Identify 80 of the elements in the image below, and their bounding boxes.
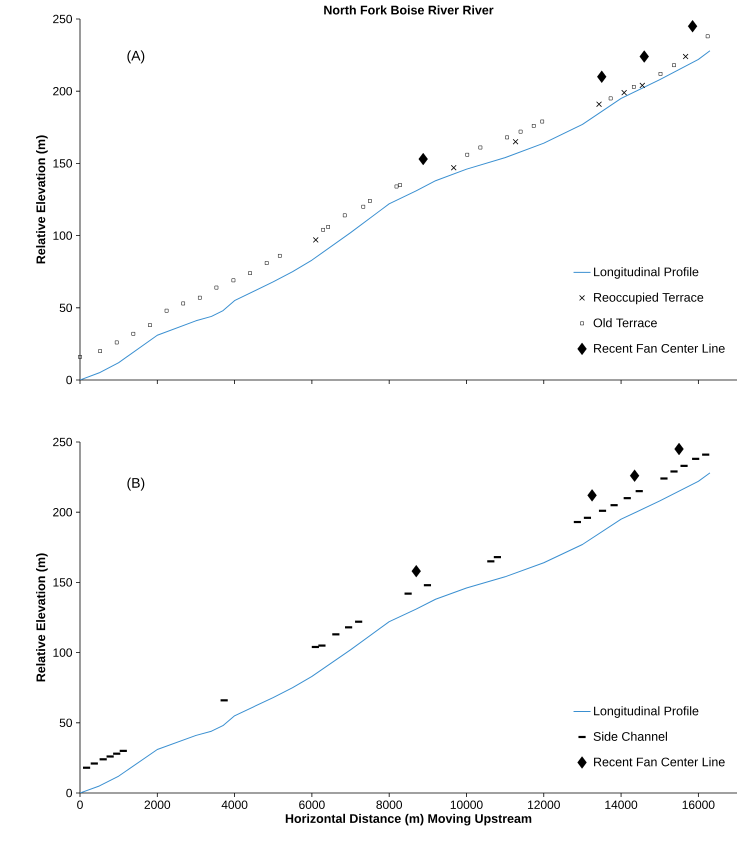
y-tick-label: 0 — [66, 376, 72, 384]
point — [450, 164, 457, 171]
y-tick-label: 100 — [53, 231, 72, 240]
point — [608, 96, 612, 100]
x-tick-label: 10000 — [450, 800, 483, 809]
point — [630, 470, 640, 482]
point — [361, 204, 366, 209]
point — [321, 228, 325, 232]
point — [658, 72, 662, 76]
point — [672, 63, 676, 68]
annotation: (B) — [127, 478, 144, 491]
point — [278, 254, 282, 258]
x-tick-label: 8000 — [376, 800, 402, 809]
x-tick-label: 4000 — [222, 800, 248, 809]
point — [78, 355, 82, 359]
point — [214, 286, 218, 290]
x-tick-label: 16000 — [682, 800, 715, 809]
x-tick-label: 0 — [77, 800, 83, 809]
y-tick-label: 0 — [66, 788, 72, 798]
point — [164, 308, 168, 313]
point — [688, 20, 698, 32]
point — [264, 261, 269, 265]
point — [682, 54, 688, 60]
point — [478, 146, 482, 150]
point — [312, 237, 319, 243]
y-tick-label: 100 — [53, 648, 72, 657]
point — [181, 302, 186, 306]
point — [532, 124, 536, 128]
y-axis-title: Relative Elevation (m) — [36, 135, 48, 264]
legend-label: Recent Fan Center Line — [594, 757, 725, 766]
y-tick-label: 50 — [60, 304, 72, 312]
point — [248, 271, 252, 275]
point — [148, 323, 152, 327]
y-tick-label: 200 — [53, 508, 72, 516]
point — [98, 349, 102, 353]
x-axis-title: Horizontal Distance (m) Moving Upstream — [286, 814, 532, 826]
y-tick-label: 250 — [53, 14, 72, 24]
x-tick-label: 12000 — [528, 800, 560, 809]
point — [621, 90, 628, 96]
x-tick-label: 14000 — [605, 800, 638, 809]
point — [326, 225, 330, 229]
point — [639, 82, 646, 88]
point — [540, 120, 544, 124]
y-tick-label: 50 — [60, 718, 72, 728]
y-tick-label: 200 — [53, 86, 72, 96]
point — [587, 489, 597, 502]
legend-label: Recent Fan Center Line — [594, 344, 725, 353]
point — [518, 130, 522, 134]
legend-label: Old Terrace — [594, 318, 657, 328]
annotation: (A) — [127, 50, 144, 64]
y-tick-label: 150 — [53, 159, 72, 168]
point — [640, 50, 649, 63]
point — [465, 152, 470, 157]
point — [342, 214, 347, 218]
point — [394, 184, 398, 188]
y-tick-label: 150 — [53, 578, 72, 587]
point — [198, 296, 202, 300]
point — [368, 199, 372, 203]
chart-title: North Fork Boise River River — [324, 5, 494, 14]
point — [512, 138, 518, 145]
point — [114, 340, 119, 344]
x-tick-label: 2000 — [144, 800, 170, 809]
point — [706, 34, 710, 38]
point — [632, 85, 636, 89]
point — [131, 332, 136, 336]
legend-label: Longitudinal Profile — [594, 267, 698, 279]
point — [674, 442, 684, 456]
point — [505, 136, 509, 140]
y-axis-title: Relative Elevation (m) — [36, 553, 48, 682]
y-tick-label: 250 — [53, 438, 72, 446]
point — [398, 183, 402, 187]
point — [597, 70, 606, 83]
point — [596, 101, 602, 108]
point — [418, 152, 428, 166]
point — [412, 564, 421, 578]
legend-label: Reoccupied Terrace — [594, 292, 704, 304]
x-tick-label: 6000 — [299, 800, 325, 809]
legend-label: Side Channel — [594, 732, 667, 741]
legend-label: Longitudinal Profile — [594, 706, 698, 718]
point — [232, 278, 236, 282]
